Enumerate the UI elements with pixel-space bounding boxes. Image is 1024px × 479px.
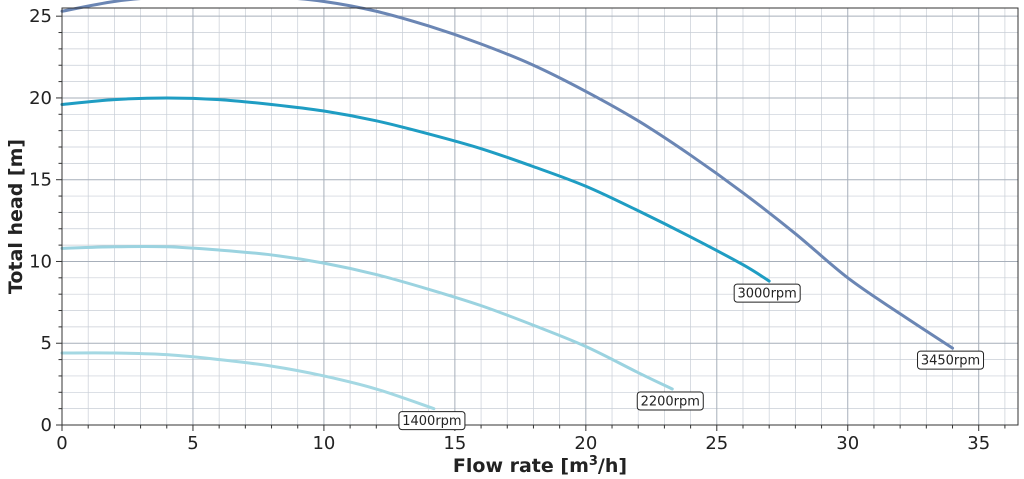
y-tick-label: 10 [29,251,52,272]
label-box [733,283,801,303]
label-text: 3000rpm [737,287,796,302]
y-tick-label: 5 [41,333,52,354]
curve-1400rpm [60,351,436,411]
x-tick-label: 20 [574,433,597,454]
curve-label-2200rpm: 2200rpm [636,391,704,411]
curve-label-3450rpm: 3450rpm [917,350,985,370]
curve-label-3000rpm: 3000rpm [733,283,801,303]
label-text: 1400rpm [402,414,461,429]
label-box [917,350,985,370]
pump-curves [60,0,955,411]
axis-ticks [56,15,1006,431]
y-tick-label: 0 [41,415,52,436]
x-tick-label: 15 [443,433,466,454]
curve-3000rpm [60,96,771,283]
plot-frame [61,7,1019,426]
curve-2200rpm [60,244,674,391]
x-tick-label: 30 [836,433,859,454]
label-text: 2200rpm [641,395,700,410]
x-axis-title-suffix: /h] [598,455,627,477]
x-tick-label: 5 [187,433,198,454]
curve-labels: 3450rpm 3000rpm 2200rpm 1400rpm [398,283,985,431]
x-tick-label: 35 [967,433,990,454]
label-text: 3450rpm [921,354,980,369]
x-tick-label: 0 [56,433,67,454]
x-axis-title-main: Flow rate [m [453,455,589,477]
curve-3450rpm [60,0,955,350]
tick-labels: 0 5 10 15 20 25 30 35 0 5 10 15 20 25 [29,6,990,454]
label-box [636,391,704,411]
minor-gridlines [62,8,1018,425]
x-tick-label: 10 [312,433,335,454]
y-tick-label: 20 [29,88,52,109]
label-box [398,411,466,431]
x-axis-title: Flow rate [m3/h] [453,454,627,478]
curve-label-1400rpm: 1400rpm [398,411,466,431]
x-tick-label: 25 [705,433,728,454]
x-axis-title-superscript: 3 [589,454,598,469]
major-gridlines [61,8,1018,426]
y-tick-label: 15 [29,170,52,191]
y-axis-title: Total head [m] [5,139,27,294]
y-tick-label: 25 [29,6,52,27]
